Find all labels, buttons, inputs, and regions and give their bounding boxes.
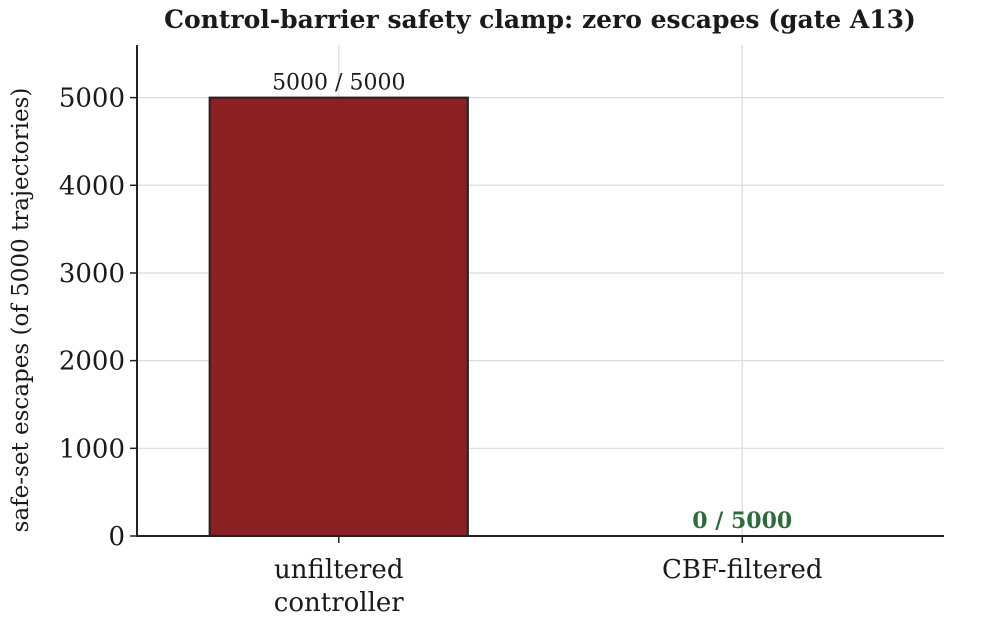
x-tick-label-line: unfiltered xyxy=(274,555,403,585)
bar xyxy=(208,96,469,537)
y-tick-label: 5000 xyxy=(59,84,125,114)
y-tick-label: 2000 xyxy=(59,347,125,377)
y-tick-label: 1000 xyxy=(59,434,125,464)
y-tick-label: 4000 xyxy=(59,171,125,201)
y-axis-label: safe-set escapes (of 5000 trajectories) xyxy=(8,88,34,533)
data-labels: 5000 / 5000 0 / 5000 xyxy=(272,71,792,534)
y-tick-label: 0 xyxy=(108,522,125,552)
x-tick-label-line: controller xyxy=(274,588,405,618)
x-tick-label-line: CBF-filtered xyxy=(662,555,823,585)
bar-value-label: 5000 / 5000 xyxy=(272,71,405,96)
x-tick-label: CBF-filtered xyxy=(662,555,823,585)
y-tick-label: 3000 xyxy=(59,259,125,289)
bars xyxy=(208,96,469,537)
axes xyxy=(130,45,944,543)
x-tick-labels: unfiltered controller CBF-filtered xyxy=(274,555,823,618)
bar-value-label: 0 / 5000 xyxy=(692,508,792,534)
x-tick-label: unfiltered controller xyxy=(274,555,405,618)
chart-title: Control-barrier safety clamp: zero escap… xyxy=(164,5,916,34)
y-tick-labels: 0 1000 2000 3000 4000 5000 xyxy=(59,84,125,552)
